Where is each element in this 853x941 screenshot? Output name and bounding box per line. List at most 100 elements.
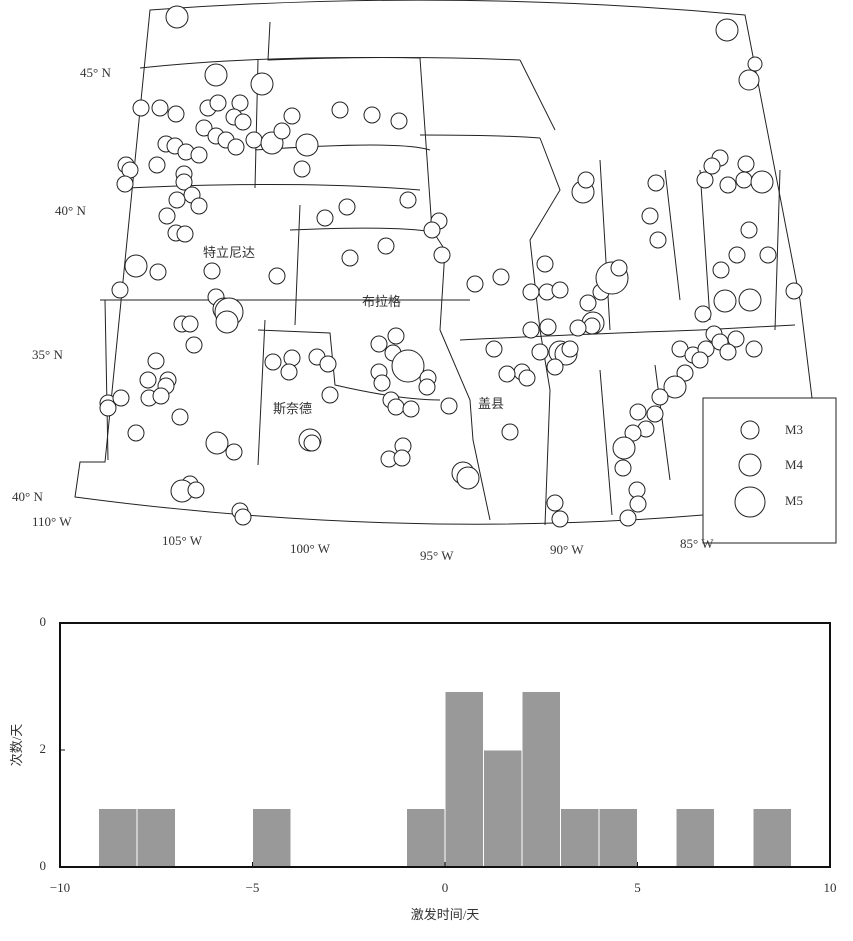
event-circle xyxy=(316,209,334,227)
event-circle xyxy=(402,400,420,418)
event-circle xyxy=(283,107,301,125)
event-circle xyxy=(165,5,189,29)
event-circle xyxy=(116,175,134,193)
event-circle xyxy=(433,246,451,264)
event-circle xyxy=(456,466,480,490)
event-circle xyxy=(303,434,321,452)
event-circle xyxy=(785,282,803,300)
bar xyxy=(752,807,792,868)
event-circle xyxy=(152,387,170,405)
event-circle xyxy=(614,459,632,477)
event-circle xyxy=(175,173,193,191)
event-circle xyxy=(363,106,381,124)
event-circle xyxy=(293,160,311,178)
event-circle xyxy=(185,336,203,354)
lon-label: 100° W xyxy=(290,541,331,556)
event-circle xyxy=(610,259,628,277)
event-circle xyxy=(522,283,540,301)
event-circle xyxy=(738,69,760,91)
event-circle xyxy=(227,138,245,156)
event-circle xyxy=(583,317,601,335)
event-circle xyxy=(440,397,458,415)
place-label: 斯奈德 xyxy=(273,401,312,416)
bar xyxy=(406,807,446,868)
bar xyxy=(252,807,292,868)
event-circle xyxy=(283,349,301,367)
event-circle xyxy=(501,423,519,441)
event-circle xyxy=(703,157,721,175)
event-circle xyxy=(250,72,274,96)
event-circle xyxy=(536,255,554,273)
y-tick-label: 2 xyxy=(40,741,47,756)
event-circle xyxy=(738,288,762,312)
event-circle xyxy=(190,146,208,164)
event-circle xyxy=(719,343,737,361)
event-circle xyxy=(264,353,282,371)
event-circle xyxy=(561,340,579,358)
event-circle xyxy=(750,170,774,194)
x-axis-label: 激发时间/天 xyxy=(411,907,480,922)
histogram: −10 −5 0 5 10 0 2 0 激发时间/天 次数/天 xyxy=(9,614,837,922)
event-circle xyxy=(331,101,349,119)
legend-label: M4 xyxy=(785,457,804,472)
event-circle xyxy=(158,207,176,225)
event-circle xyxy=(215,310,239,334)
event-circle xyxy=(338,198,356,216)
x-tick-label: 0 xyxy=(442,880,449,895)
event-circle xyxy=(619,509,637,527)
event-circle xyxy=(341,249,359,267)
event-circle xyxy=(694,305,712,323)
x-tick-label: −10 xyxy=(50,880,70,895)
event-circle xyxy=(111,281,129,299)
event-circle xyxy=(225,443,243,461)
event-circle xyxy=(112,389,130,407)
event-circle xyxy=(712,261,730,279)
event-circle xyxy=(569,319,587,337)
event-circle xyxy=(168,191,186,209)
legend-symbol xyxy=(740,420,760,440)
lon-label: 110° W xyxy=(32,514,72,529)
event-circle xyxy=(492,268,510,286)
event-circle xyxy=(522,321,540,339)
legend-symbol xyxy=(734,486,766,518)
lon-label: 90° W xyxy=(550,542,584,557)
legend-box xyxy=(702,397,837,544)
event-circle xyxy=(234,113,252,131)
event-circle xyxy=(268,267,286,285)
event-circle xyxy=(390,112,408,130)
event-circle xyxy=(719,176,737,194)
bar xyxy=(136,807,176,868)
event-circle xyxy=(696,171,714,189)
event-circle xyxy=(245,131,263,149)
event-circle xyxy=(759,246,777,264)
event-circle xyxy=(149,263,167,281)
legend-label: M3 xyxy=(785,422,803,437)
event-circle xyxy=(713,289,737,313)
event-circle xyxy=(209,94,227,112)
event-circle xyxy=(663,375,687,399)
event-circle xyxy=(546,494,564,512)
bar xyxy=(98,807,138,868)
event-circle xyxy=(579,294,597,312)
event-circle xyxy=(167,105,185,123)
event-circle xyxy=(139,371,157,389)
place-label: 盖县 xyxy=(478,396,504,411)
event-circle xyxy=(641,207,659,225)
event-circle xyxy=(187,481,205,499)
event-circle xyxy=(151,99,169,117)
lon-label: 85° W xyxy=(680,536,714,551)
event-circle xyxy=(370,335,388,353)
place-label: 特立尼达 xyxy=(203,245,255,260)
event-circle xyxy=(373,374,391,392)
bar xyxy=(675,807,715,868)
event-circle xyxy=(234,508,252,526)
event-circle xyxy=(280,363,298,381)
event-circle xyxy=(423,221,441,239)
event-circle xyxy=(205,431,229,455)
event-circle xyxy=(740,221,758,239)
event-circle xyxy=(176,225,194,243)
event-circle xyxy=(629,403,647,421)
event-circle xyxy=(148,156,166,174)
event-circle xyxy=(127,424,145,442)
